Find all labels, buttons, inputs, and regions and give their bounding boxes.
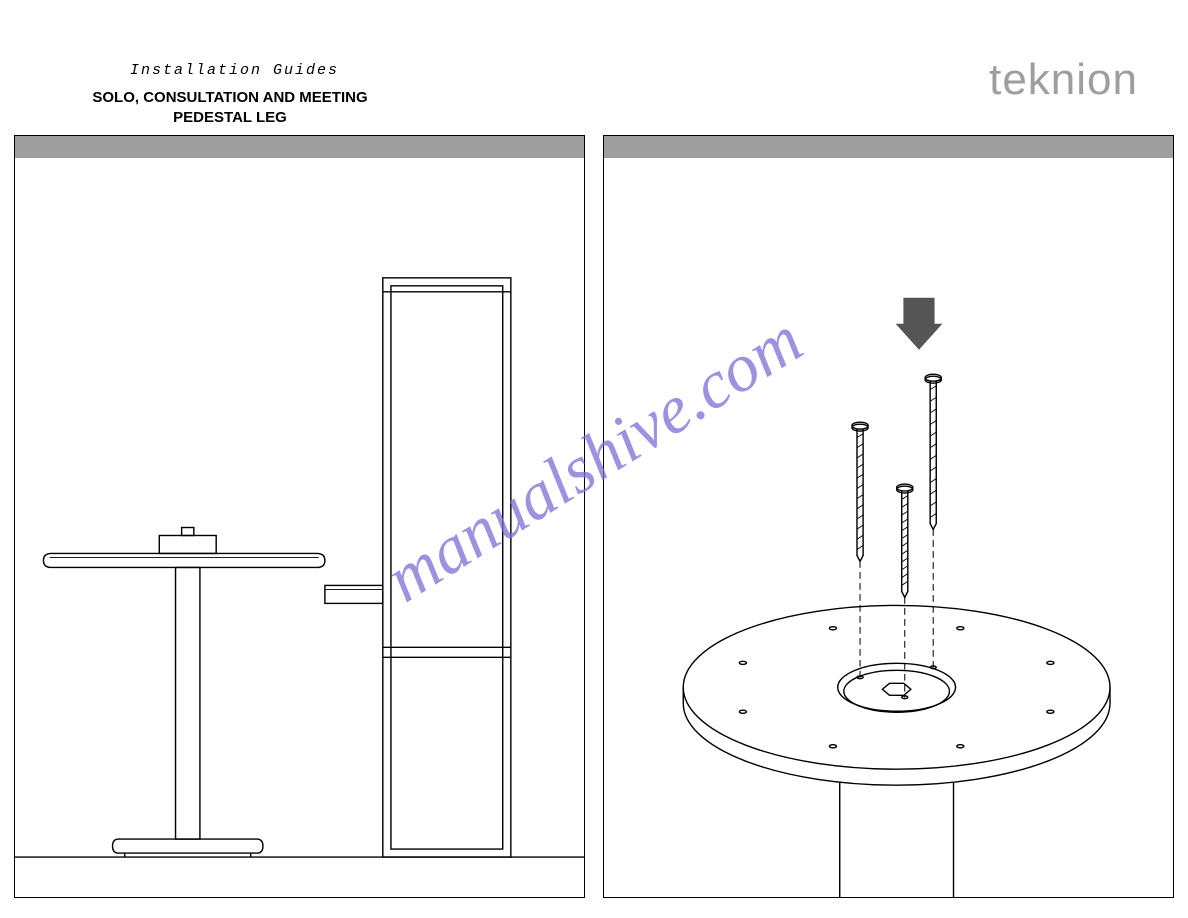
- page-header: Installation Guides SOLO, CONSULTATION A…: [0, 0, 1188, 130]
- panel-title-bar: [15, 136, 584, 158]
- category-label: Installation Guides: [130, 62, 339, 79]
- panel-left-drawing: [15, 158, 584, 897]
- panel-title-bar: [604, 136, 1173, 158]
- brand-logo: teknion: [989, 55, 1138, 105]
- panel-right: [603, 135, 1174, 898]
- panel-left: [14, 135, 585, 898]
- panel-row: [14, 135, 1174, 898]
- product-title: SOLO, CONSULTATION AND MEETING PEDESTAL …: [60, 88, 400, 127]
- product-title-line2: PEDESTAL LEG: [173, 109, 287, 126]
- product-title-line1: SOLO, CONSULTATION AND MEETING: [92, 89, 367, 106]
- panel-right-drawing: [604, 158, 1173, 897]
